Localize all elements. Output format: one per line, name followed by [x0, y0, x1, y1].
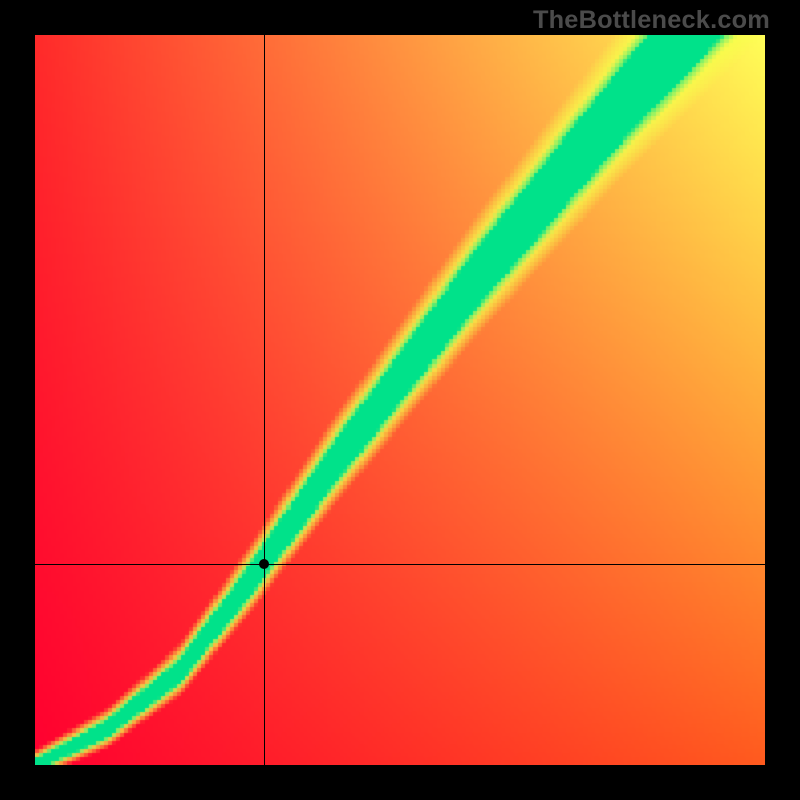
watermark-text: TheBottleneck.com [533, 6, 770, 35]
crosshair-vertical [264, 35, 265, 765]
crosshair-horizontal [35, 564, 765, 565]
heatmap-canvas [35, 35, 765, 765]
